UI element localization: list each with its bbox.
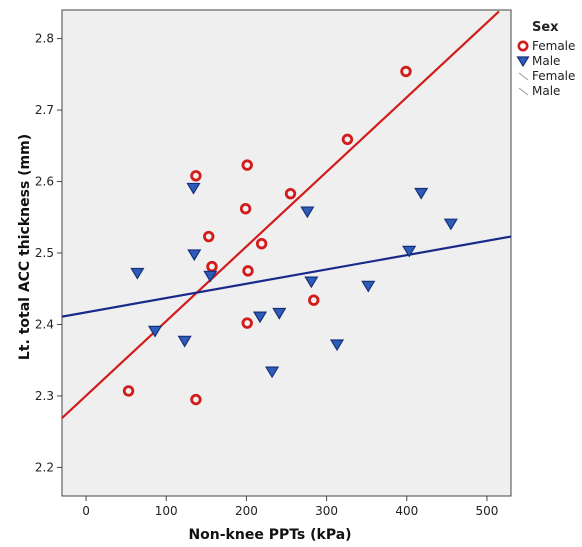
y-tick-label: 2.3 [35, 389, 54, 403]
female-point [203, 230, 215, 243]
male-point [414, 187, 429, 200]
male-point [272, 307, 287, 320]
female-point [255, 238, 268, 250]
male-point [443, 218, 458, 231]
fit-lines [62, 10, 511, 419]
female-point [122, 385, 135, 397]
male-point [252, 311, 268, 324]
male-point [203, 270, 218, 283]
y-axis: 2.2 2.3 2.4 2.5 2.6 2.7 2.8 [35, 32, 62, 474]
y-tick-label: 2.7 [35, 103, 54, 117]
legend-item-male-points: Male [516, 53, 582, 68]
female-point [239, 202, 252, 215]
fit-line-female [62, 10, 500, 419]
female-point [284, 187, 297, 200]
fit-line-male [62, 235, 511, 318]
male-point [361, 280, 376, 293]
x-tick-label: 400 [395, 504, 418, 518]
male-point [177, 335, 192, 348]
x-axis-title: Non-knee PPTs (kPa) [188, 527, 351, 543]
legend-label: Male [532, 83, 561, 98]
female-point [242, 265, 254, 277]
female-point [241, 317, 253, 329]
triangle-marker-icon [516, 55, 530, 67]
plot-area [61, 9, 512, 497]
female-point [400, 65, 412, 78]
legend-title: Sex [532, 20, 559, 35]
male-point [147, 325, 163, 338]
y-axis-title: Lt. total ACC thickness (mm) [17, 134, 33, 360]
legend-label: Male [532, 53, 561, 68]
line-swatch-icon [518, 72, 529, 80]
circle-marker-icon [517, 40, 529, 51]
male-point [187, 249, 202, 262]
legend-label: Female [532, 68, 576, 83]
male-point [329, 339, 345, 352]
legend-item-male-line: Male [516, 83, 582, 98]
female-point [190, 393, 202, 406]
male-point [265, 366, 280, 379]
x-tick-label: 200 [235, 504, 258, 518]
y-tick-label: 2.4 [35, 317, 54, 331]
male-point [186, 182, 201, 195]
y-tick-label: 2.8 [35, 32, 54, 46]
line-swatch-icon [518, 87, 529, 95]
female-point [241, 159, 253, 171]
legend-item-female-points: Female [516, 38, 582, 53]
male-point [402, 245, 417, 258]
markers [122, 65, 458, 406]
female-point [341, 133, 354, 146]
y-tick-label: 2.5 [35, 246, 54, 260]
y-tick-label: 2.6 [35, 175, 54, 189]
legend-label: Female [532, 38, 576, 53]
x-axis: 0 100 200 300 400 500 [82, 496, 498, 518]
legend-item-female-line: Female [516, 68, 582, 83]
male-point [304, 276, 319, 289]
y-tick-label: 2.2 [35, 460, 54, 474]
female-point [190, 170, 202, 182]
female-point [308, 294, 320, 306]
male-point [130, 267, 145, 280]
x-tick-label: 500 [475, 504, 498, 518]
male-point [300, 206, 315, 219]
legend: Sex Female Male Female Male [516, 20, 582, 98]
x-tick-label: 300 [315, 504, 338, 518]
x-tick-label: 0 [82, 504, 90, 518]
x-tick-label: 100 [155, 504, 178, 518]
